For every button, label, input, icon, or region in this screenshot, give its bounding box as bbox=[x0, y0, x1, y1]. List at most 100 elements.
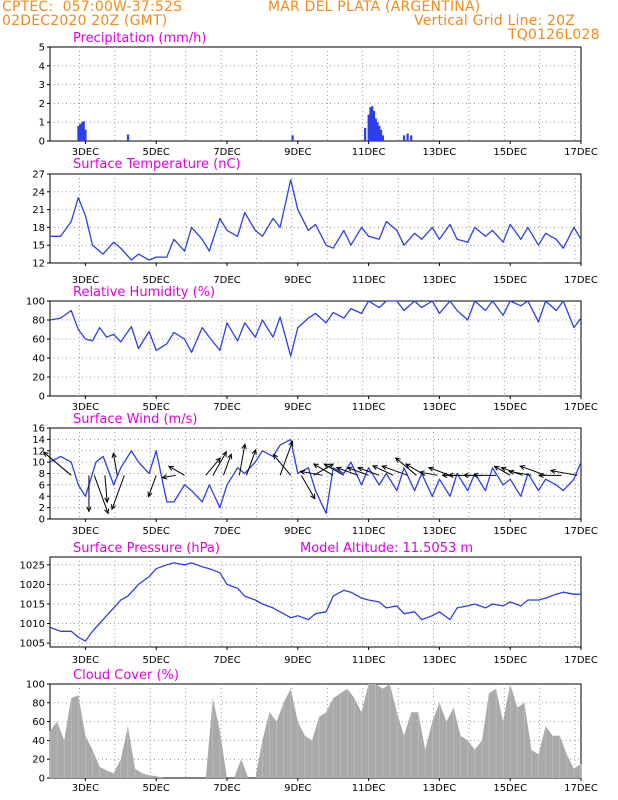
wind-arrowhead bbox=[427, 466, 434, 472]
temperature-xtick-label: 11DEC bbox=[352, 275, 386, 286]
pressure-xtick-label: 11DEC bbox=[352, 655, 386, 666]
pressure-ytick-label: 1025 bbox=[20, 560, 45, 571]
wind-arrowhead bbox=[86, 506, 92, 513]
humidity-title: Relative Humidity (%) bbox=[73, 285, 215, 300]
wind-xtick-label: 9DEC bbox=[284, 526, 311, 537]
wind-ytick-label: 0 bbox=[39, 515, 45, 526]
wind-arrow bbox=[428, 467, 451, 476]
wind-ytick-label: 14 bbox=[32, 435, 45, 446]
cloud-cover-ytick-label: 80 bbox=[32, 698, 45, 709]
wind-arrow bbox=[205, 457, 221, 476]
wind-arrowhead bbox=[323, 463, 330, 469]
pressure-xtick-label: 3DEC bbox=[72, 655, 99, 666]
wind-arrow bbox=[395, 457, 417, 476]
cloud-cover-xtick-label: 15DEC bbox=[493, 783, 527, 794]
wind-arrowhead bbox=[418, 470, 425, 476]
precipitation-ytick-label: 3 bbox=[39, 80, 45, 91]
wind-arrow bbox=[381, 465, 408, 476]
cloud-cover-xtick-label: 3DEC bbox=[72, 783, 99, 794]
precipitation-bar bbox=[410, 135, 413, 141]
humidity-xtick-label: 3DEC bbox=[72, 402, 99, 413]
wind-arrowhead bbox=[104, 508, 110, 515]
wind-arrowhead bbox=[227, 453, 233, 460]
wind-ytick-label: 2 bbox=[39, 503, 45, 514]
wind-arrowhead bbox=[447, 472, 454, 478]
wind-arrowhead bbox=[519, 465, 526, 471]
wind-arrowhead bbox=[549, 468, 556, 474]
cloud-cover-xtick-label: 11DEC bbox=[352, 783, 386, 794]
precipitation-bar bbox=[371, 106, 374, 141]
precipitation-bar bbox=[406, 133, 409, 141]
temperature-xtick-label: 3DEC bbox=[72, 275, 99, 286]
humidity-ytick-label: 0 bbox=[39, 392, 45, 403]
cloud-cover-xtick-label: 13DEC bbox=[423, 783, 457, 794]
wind-ytick-label: 4 bbox=[39, 492, 45, 503]
humidity-xtick-label: 17DEC bbox=[564, 402, 598, 413]
wind-xtick-label: 7DEC bbox=[213, 526, 240, 537]
wind-arrowhead bbox=[472, 472, 479, 478]
wind-arrow bbox=[550, 470, 578, 476]
precipitation-frame bbox=[49, 46, 582, 142]
pressure-xtick-label: 7DEC bbox=[213, 655, 240, 666]
precipitation-xtick-label: 15DEC bbox=[493, 147, 527, 158]
wind-arrow bbox=[272, 454, 292, 476]
wind-ytick-label: 8 bbox=[39, 469, 45, 480]
wind-arrow bbox=[112, 453, 118, 476]
precipitation-xtick-label: 9DEC bbox=[284, 147, 311, 158]
precipitation-xtick-label: 7DEC bbox=[213, 147, 240, 158]
wind-arrow bbox=[509, 470, 532, 476]
wind-arrowhead bbox=[500, 466, 507, 472]
wind-arrow bbox=[168, 465, 185, 476]
wind-xtick-label: 3DEC bbox=[72, 526, 99, 537]
wind-arrow bbox=[162, 474, 176, 479]
wind-arrow bbox=[212, 451, 227, 476]
precipitation-bar bbox=[381, 135, 384, 141]
cloud-cover-xtick-label: 17DEC bbox=[564, 783, 598, 794]
temperature-title: Surface Temperature (nC) bbox=[73, 157, 241, 172]
wind-xtick-label: 13DEC bbox=[423, 526, 457, 537]
wind-arrow bbox=[222, 454, 232, 476]
precipitation-bar bbox=[364, 127, 367, 141]
cloud-cover-xtick-label: 7DEC bbox=[213, 783, 240, 794]
precipitation-ytick-label: 2 bbox=[39, 99, 45, 110]
temperature-ytick-label: 21 bbox=[32, 205, 45, 216]
wind-arrow bbox=[357, 467, 380, 476]
wind-ytick-label: 16 bbox=[32, 424, 45, 435]
wind-arrow bbox=[279, 441, 293, 476]
temperature-xtick-label: 5DEC bbox=[143, 275, 170, 286]
temperature-ytick-label: 12 bbox=[32, 259, 45, 270]
precipitation-bar bbox=[84, 129, 87, 141]
wind-arrow bbox=[246, 449, 257, 476]
temperature-frame bbox=[49, 173, 582, 264]
precipitation-ytick-label: 0 bbox=[39, 137, 45, 148]
precipitation-bar bbox=[374, 118, 377, 141]
pressure-frame bbox=[49, 556, 582, 648]
cloud-cover-ytick-label: 60 bbox=[32, 717, 45, 728]
temperature-line bbox=[50, 179, 582, 261]
wind-arrowhead bbox=[381, 465, 388, 471]
wind-arrowhead bbox=[404, 463, 411, 469]
temperature-ytick-label: 27 bbox=[32, 170, 45, 181]
humidity-ytick-label: 40 bbox=[32, 354, 45, 365]
humidity-ytick-label: 100 bbox=[26, 297, 45, 308]
wind-title: Surface Wind (m/s) bbox=[73, 412, 197, 427]
precipitation-bar bbox=[77, 125, 80, 141]
precipitation-title: Precipitation (mm/h) bbox=[73, 31, 206, 46]
precipitation-bar bbox=[376, 122, 379, 141]
humidity-xtick-label: 5DEC bbox=[143, 402, 170, 413]
temperature-ytick-label: 18 bbox=[32, 223, 45, 234]
pressure-xtick-label: 17DEC bbox=[564, 655, 598, 666]
pressure-xtick-label: 13DEC bbox=[423, 655, 457, 666]
wind-xtick-label: 11DEC bbox=[352, 526, 386, 537]
wind-arrow bbox=[336, 467, 359, 476]
temperature-ytick-label: 24 bbox=[32, 187, 45, 198]
cloud-cover-xtick-label: 5DEC bbox=[143, 783, 170, 794]
wind-arrowhead bbox=[215, 457, 221, 464]
precipitation-xtick-label: 17DEC bbox=[564, 147, 598, 158]
wind-frame bbox=[49, 427, 582, 520]
humidity-ytick-label: 60 bbox=[32, 335, 45, 346]
wind-xtick-label: 17DEC bbox=[564, 526, 598, 537]
wind-arrowhead bbox=[346, 466, 353, 472]
wind-arrowhead bbox=[167, 465, 174, 471]
